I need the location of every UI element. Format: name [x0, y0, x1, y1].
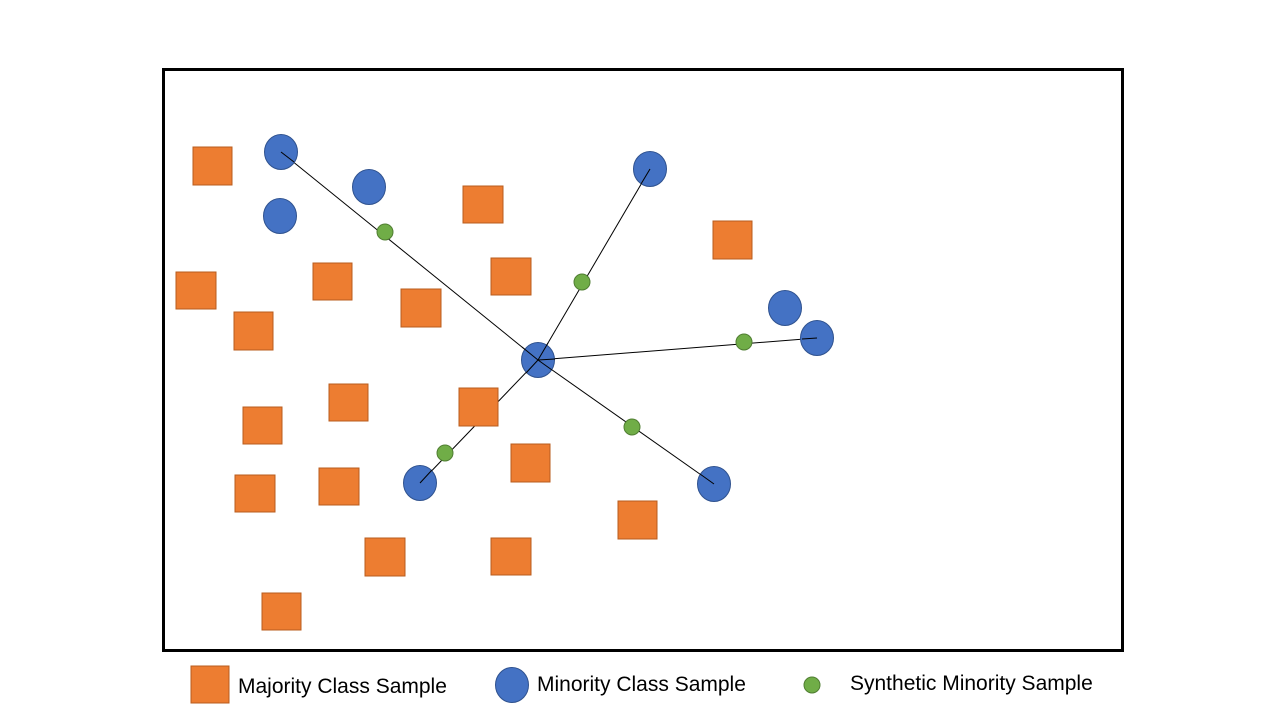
connector-line: [419, 469, 433, 484]
connector-line: [537, 359, 553, 371]
connector-line: [801, 337, 818, 340]
legend-minority-label: Minority Class Sample: [537, 673, 746, 696]
connector-line: [640, 168, 651, 185]
legend-item-majority: Majority Class Sample: [190, 665, 447, 704]
majority-sample: [328, 383, 369, 422]
synthetic-samples: [376, 223, 753, 462]
connector-line: [537, 168, 651, 361]
majority-sample: [617, 500, 658, 540]
legend-synthetic-swatch: [803, 676, 821, 694]
legend: Majority Class Sample Minority Class Sam…: [190, 665, 1093, 704]
majority-sample: [462, 185, 504, 224]
majority-sample: [192, 146, 233, 186]
connector-line: [699, 473, 715, 485]
majority-sample: [490, 537, 532, 576]
connector-line: [280, 151, 539, 361]
majority-sample: [312, 262, 353, 301]
connector-line: [525, 359, 539, 374]
legend-minority-swatch: [495, 667, 529, 703]
minority-sample: [768, 290, 802, 326]
majority-samples: [175, 146, 753, 631]
majority-sample: [261, 592, 302, 631]
majority-sample: [458, 387, 499, 427]
legend-item-minority: Minority Class Sample: [495, 667, 746, 703]
legend-majority-swatch: [190, 665, 230, 704]
center-connector-overlay: [280, 151, 818, 485]
synthetic-sample: [573, 273, 591, 291]
majority-sample: [242, 406, 283, 445]
majority-sample: [510, 443, 551, 483]
majority-sample: [364, 537, 406, 577]
legend-item-synthetic: Synthetic Minority Sample: [803, 672, 1093, 695]
synthetic-sample: [436, 444, 454, 462]
synthetic-sample: [623, 418, 641, 436]
connector-line: [280, 151, 295, 163]
majority-sample: [175, 271, 217, 310]
connector-line: [537, 342, 549, 361]
majority-sample: [490, 257, 532, 296]
connector-line: [521, 346, 539, 361]
minority-sample: [352, 169, 386, 205]
majority-sample: [234, 474, 276, 513]
legend-majority-label: Majority Class Sample: [238, 675, 447, 698]
connector-line: [537, 358, 556, 361]
minority-sample: [263, 198, 297, 234]
majority-sample: [233, 311, 274, 351]
majority-sample: [712, 220, 753, 260]
synthetic-sample: [376, 223, 394, 241]
majority-sample: [318, 467, 360, 506]
connector-line: [537, 337, 818, 361]
legend-synthetic-label: Synthetic Minority Sample: [850, 672, 1093, 695]
synthetic-sample: [735, 333, 753, 351]
majority-sample: [400, 288, 442, 328]
